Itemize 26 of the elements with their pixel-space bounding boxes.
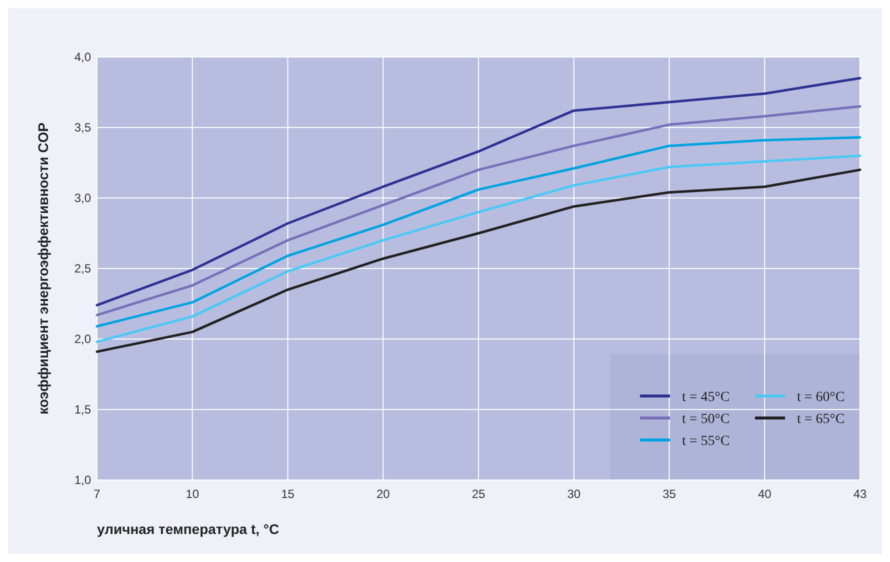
x-axis-title: уличная температура t, °C (97, 521, 280, 537)
y-tick-label: 4,0 (74, 50, 92, 64)
y-axis-title: коэффициент энергоэффективности COP (35, 122, 51, 414)
x-tick-label: 30 (567, 487, 581, 501)
x-tick-label: 43 (853, 487, 867, 501)
legend-label: t = 50°C (682, 412, 730, 427)
legend-label: t = 60°C (797, 390, 845, 405)
line-series (96, 105, 862, 316)
y-tick-label: 2,5 (74, 262, 92, 276)
y-tick-label: 1,5 (74, 402, 92, 417)
y-tick-label: 3,0 (74, 191, 92, 206)
x-tick-label: 15 (281, 487, 295, 501)
y-tick-label: 3,5 (74, 120, 92, 135)
line-series (96, 76, 862, 306)
x-tick-label: 40 (758, 487, 772, 501)
line-series (96, 136, 862, 328)
legend-label: t = 55°C (682, 434, 730, 449)
x-tick-label: 7 (94, 487, 101, 501)
x-tick-label: 10 (186, 487, 200, 501)
legend-label: t = 45°C (682, 390, 730, 405)
legend-label: t = 65°C (797, 412, 845, 427)
y-tick-label: 2,0 (74, 332, 92, 346)
x-tick-label: 20 (376, 487, 390, 501)
x-tick-label: 25 (472, 487, 486, 501)
x-tick-label: 35 (662, 487, 676, 501)
y-tick-label: 1,0 (74, 473, 92, 488)
